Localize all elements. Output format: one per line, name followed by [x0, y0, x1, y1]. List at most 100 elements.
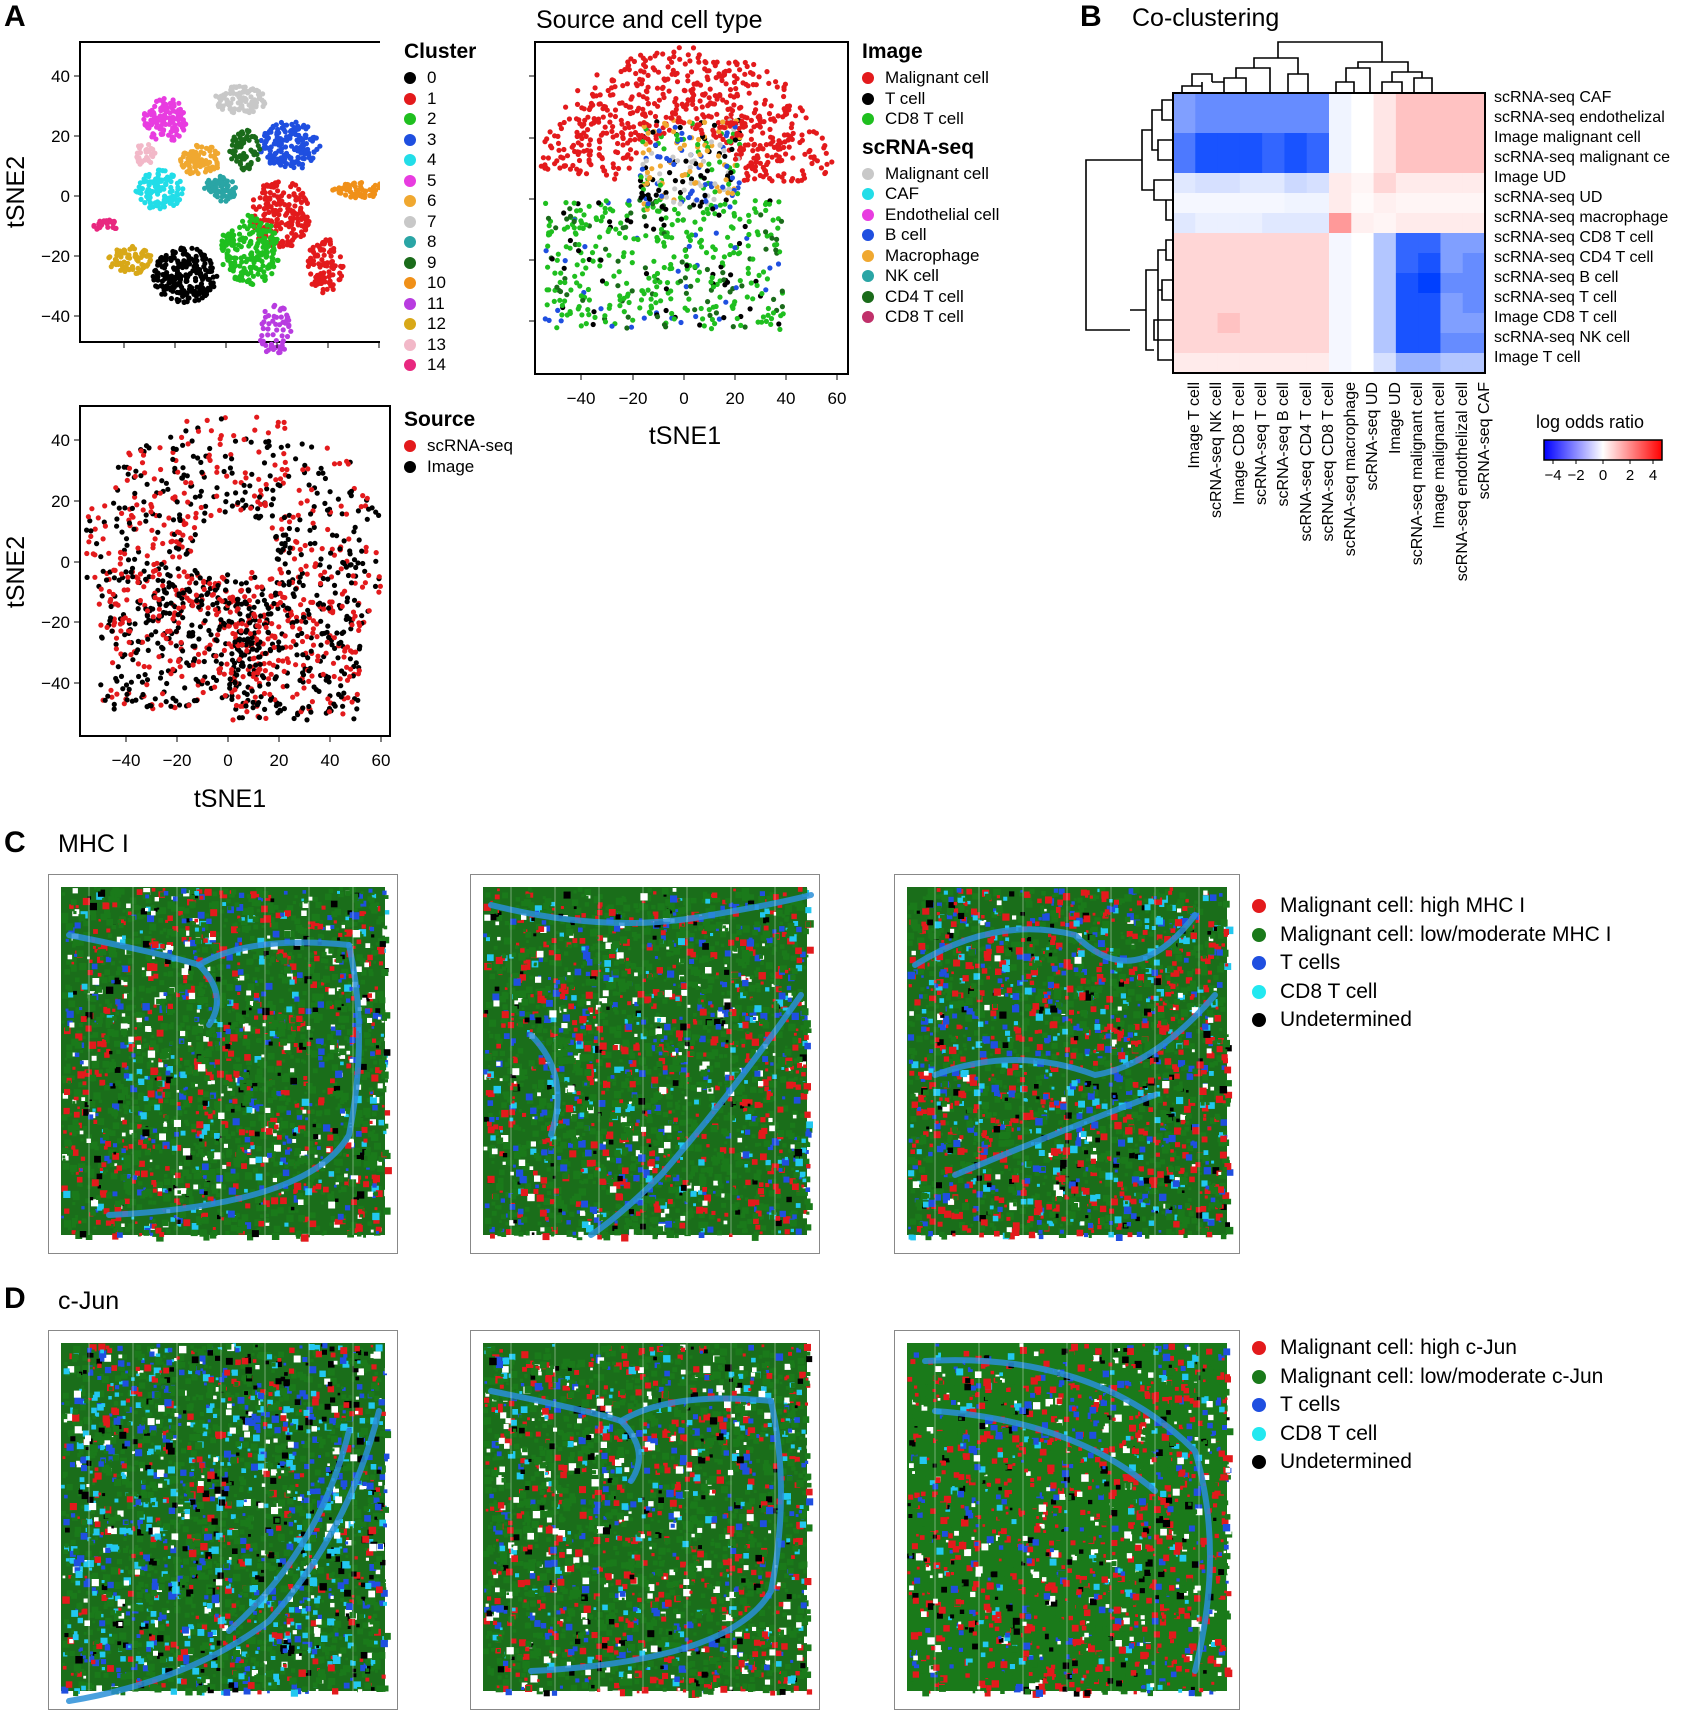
- plot-frame: [79, 41, 380, 343]
- data-point: [652, 53, 658, 59]
- data-point: [687, 119, 693, 125]
- data-point: [236, 231, 243, 237]
- data-point: [688, 176, 695, 182]
- tissue-cell: [310, 1185, 318, 1193]
- data-point: [600, 114, 606, 120]
- colorbar-title: log odds ratio: [1536, 412, 1644, 433]
- data-point: [698, 237, 704, 243]
- data-point: [221, 671, 227, 677]
- data-point: [214, 464, 220, 470]
- data-point: [249, 635, 255, 641]
- data-point: [226, 600, 232, 606]
- data-point: [338, 503, 344, 509]
- data-point: [338, 694, 344, 700]
- data-point: [186, 662, 192, 668]
- data-point: [208, 512, 214, 519]
- heatmap-cell: [1351, 293, 1375, 314]
- heatmap-cell: [1239, 353, 1263, 374]
- data-point: [295, 155, 301, 161]
- data-point: [229, 228, 235, 234]
- data-point: [258, 513, 264, 519]
- data-point: [768, 116, 774, 122]
- data-point: [144, 253, 150, 259]
- data-point: [144, 608, 151, 614]
- data-point: [755, 319, 761, 325]
- heatmap-cell: [1329, 193, 1352, 214]
- data-point: [651, 101, 658, 107]
- data-point: [615, 258, 621, 264]
- data-point: [710, 101, 716, 107]
- data-point: [671, 54, 677, 60]
- data-point: [669, 310, 675, 317]
- heatmap-cell: [1351, 153, 1375, 174]
- heatmap-cell: [1173, 213, 1196, 234]
- data-point: [169, 172, 175, 178]
- data-point: [189, 245, 195, 251]
- data-point: [207, 258, 213, 264]
- data-point: [176, 573, 182, 579]
- data-point: [803, 115, 809, 121]
- data-point: [210, 164, 216, 170]
- data-point: [577, 168, 583, 174]
- data-point: [302, 542, 308, 549]
- data-point: [187, 283, 193, 290]
- heatmap-cell: [1173, 173, 1196, 194]
- tissue-cell: [328, 1201, 336, 1209]
- legend-label: 13: [427, 335, 446, 354]
- data-point: [278, 220, 285, 226]
- y-tick-label: 40: [51, 431, 70, 450]
- tissue-cell: [299, 1151, 308, 1159]
- data-point: [735, 191, 741, 197]
- data-point: [653, 122, 659, 128]
- data-point: [293, 232, 299, 238]
- data-point: [304, 634, 310, 640]
- data-point: [224, 238, 230, 244]
- data-point: [100, 568, 106, 574]
- data-point: [183, 428, 189, 434]
- data-point: [179, 191, 185, 197]
- legend-entry: 13: [404, 335, 476, 356]
- data-point: [180, 123, 186, 129]
- data-point: [158, 670, 165, 676]
- data-point: [543, 248, 549, 254]
- data-point: [241, 140, 247, 146]
- data-point: [288, 612, 295, 618]
- data-point: [264, 444, 270, 450]
- data-point: [155, 529, 161, 535]
- legend-label: 3: [427, 130, 436, 149]
- data-point: [258, 694, 264, 700]
- data-point: [280, 594, 286, 600]
- data-point: [586, 297, 592, 303]
- data-point: [171, 612, 177, 618]
- data-point: [605, 228, 611, 235]
- tissue-cell: [338, 1189, 342, 1193]
- data-point: [237, 237, 243, 243]
- data-point: [730, 120, 736, 126]
- data-point: [607, 219, 613, 225]
- data-point: [164, 274, 170, 280]
- data-point: [309, 487, 315, 493]
- data-point: [144, 704, 150, 710]
- data-point: [218, 652, 225, 658]
- data-point: [254, 414, 260, 420]
- data-point: [237, 224, 243, 230]
- data-point: [247, 663, 253, 669]
- data-point: [620, 155, 626, 161]
- heatmap-cell: [1262, 93, 1285, 114]
- data-point: [144, 613, 150, 619]
- tissue-cell: [202, 1057, 209, 1065]
- data-point: [234, 247, 240, 253]
- tsne-source-plot: 40 20 0 −20 −40 −40 −20 0 20 40 60 tSNE1…: [2, 405, 391, 813]
- data-point: [644, 89, 650, 95]
- data-point: [758, 212, 764, 218]
- data-point: [288, 328, 294, 334]
- tissue-cell: [105, 1068, 111, 1074]
- data-point: [179, 673, 185, 679]
- data-point: [708, 326, 715, 332]
- data-point: [210, 602, 216, 608]
- data-point: [277, 349, 283, 355]
- data-point: [293, 456, 299, 462]
- data-point: [304, 498, 310, 504]
- data-point: [256, 476, 262, 482]
- heatmap-cell: [1373, 293, 1397, 314]
